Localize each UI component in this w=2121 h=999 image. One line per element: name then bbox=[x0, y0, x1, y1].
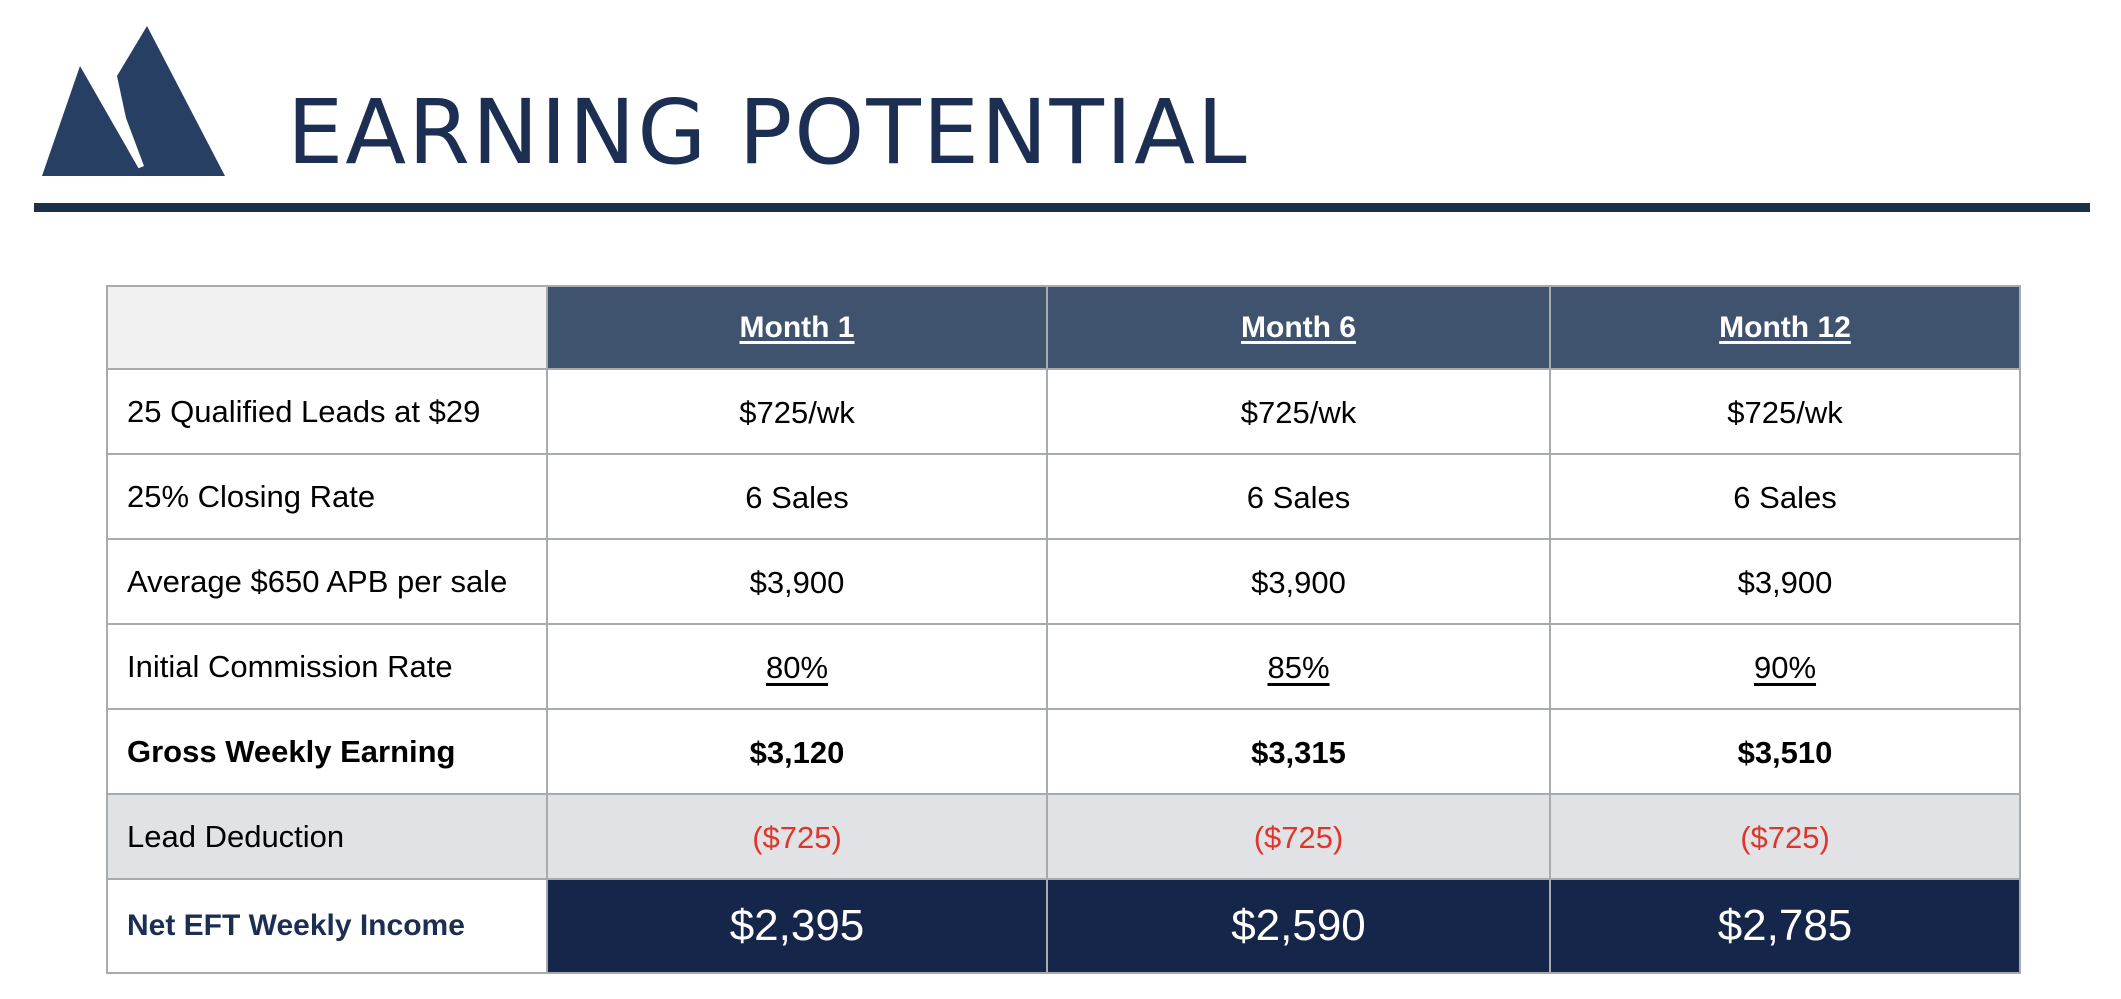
table-cell: $725/wk bbox=[1046, 368, 1551, 455]
row-label: Net EFT Weekly Income bbox=[106, 878, 548, 974]
table-header-row: Month 1 Month 6 Month 12 bbox=[106, 285, 2021, 370]
table-row-commission-rate: Initial Commission Rate 80% 85% 90% bbox=[106, 623, 2021, 710]
table-cell: $725/wk bbox=[1549, 368, 2021, 455]
column-header-month-12: Month 12 bbox=[1549, 285, 2021, 370]
table-cell: $3,315 bbox=[1046, 708, 1551, 795]
row-label: Average $650 APB per sale bbox=[106, 538, 548, 625]
net-income-cell: $2,395 bbox=[546, 878, 1048, 974]
mountain-logo-icon bbox=[42, 26, 225, 176]
table-row-average-apb: Average $650 APB per sale $3,900 $3,900 … bbox=[106, 538, 2021, 625]
net-income-cell: $2,785 bbox=[1549, 878, 2021, 974]
table-cell: 6 Sales bbox=[546, 453, 1048, 540]
table-cell: 85% bbox=[1046, 623, 1551, 710]
page-title: EARNING POTENTIAL bbox=[287, 80, 1249, 184]
earnings-table: Month 1 Month 6 Month 12 25 Qualified Le… bbox=[106, 285, 2021, 974]
commission-rate-value: 80% bbox=[765, 649, 829, 685]
table-row-closing-rate: 25% Closing Rate 6 Sales 6 Sales 6 Sales bbox=[106, 453, 2021, 540]
table-cell: 6 Sales bbox=[1046, 453, 1551, 540]
table-row-net-income: Net EFT Weekly Income $2,395 $2,590 $2,7… bbox=[106, 878, 2021, 974]
table-cell: 6 Sales bbox=[1549, 453, 2021, 540]
table-cell: ($725) bbox=[1549, 793, 2021, 880]
column-header-month-6: Month 6 bbox=[1046, 285, 1551, 370]
row-label: 25 Qualified Leads at $29 bbox=[106, 368, 548, 455]
column-header-month-1: Month 1 bbox=[546, 285, 1048, 370]
commission-rate-value: 90% bbox=[1753, 649, 1817, 685]
table-cell: $3,900 bbox=[1549, 538, 2021, 625]
table-cell: ($725) bbox=[1046, 793, 1551, 880]
table-cell: $3,900 bbox=[546, 538, 1048, 625]
row-label: 25% Closing Rate bbox=[106, 453, 548, 540]
table-cell: 90% bbox=[1549, 623, 2021, 710]
net-income-cell: $2,590 bbox=[1046, 878, 1551, 974]
table-cell: 80% bbox=[546, 623, 1048, 710]
table-row-lead-deduction: Lead Deduction ($725) ($725) ($725) bbox=[106, 793, 2021, 880]
table-row-gross-weekly: Gross Weekly Earning $3,120 $3,315 $3,51… bbox=[106, 708, 2021, 795]
row-label: Gross Weekly Earning bbox=[106, 708, 548, 795]
row-label: Lead Deduction bbox=[106, 793, 548, 880]
table-cell: $3,510 bbox=[1549, 708, 2021, 795]
commission-rate-value: 85% bbox=[1267, 649, 1330, 685]
table-cell: $3,900 bbox=[1046, 538, 1551, 625]
table-cell: ($725) bbox=[546, 793, 1048, 880]
header-corner-cell bbox=[106, 285, 548, 370]
table-cell: $3,120 bbox=[546, 708, 1048, 795]
row-label: Initial Commission Rate bbox=[106, 623, 548, 710]
table-cell: $725/wk bbox=[546, 368, 1048, 455]
title-divider bbox=[34, 203, 2090, 212]
table-row-qualified-leads: 25 Qualified Leads at $29 $725/wk $725/w… bbox=[106, 368, 2021, 455]
